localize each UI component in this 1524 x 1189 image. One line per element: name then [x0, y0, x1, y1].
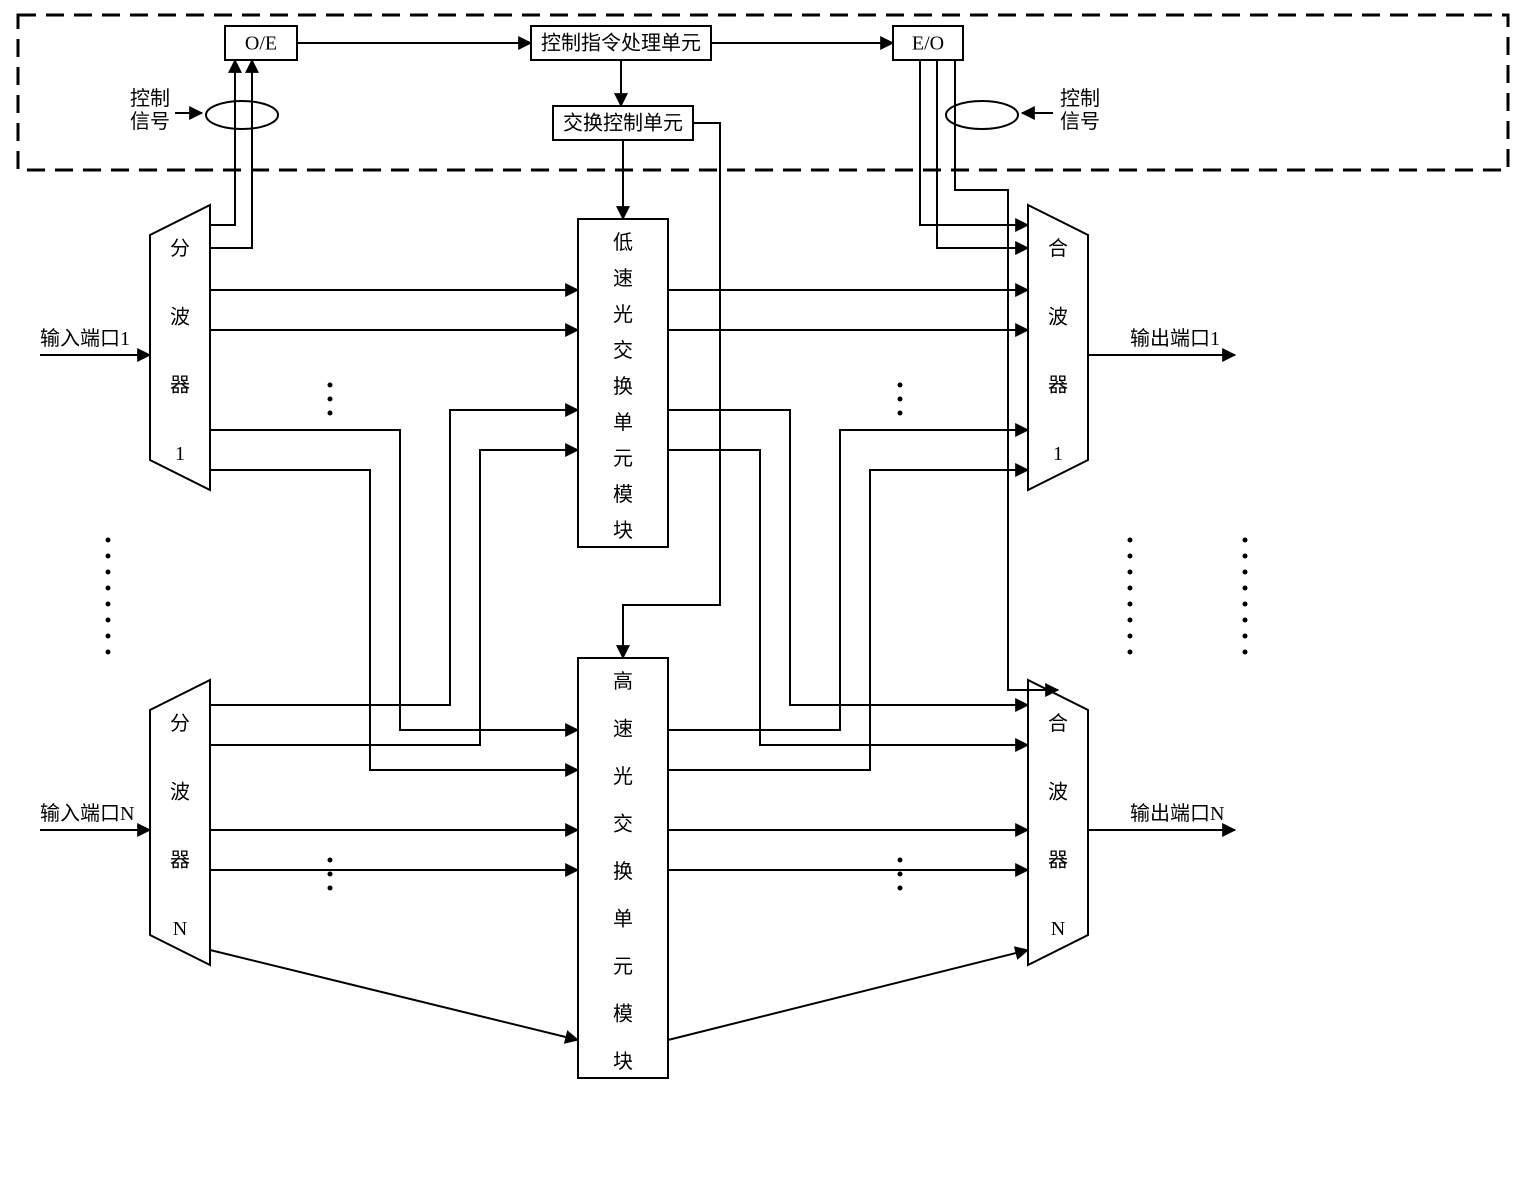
svg-text:波: 波: [170, 780, 190, 803]
svg-text:器: 器: [1048, 850, 1068, 872]
svg-text:分: 分: [170, 237, 190, 260]
svg-text:单: 单: [613, 908, 633, 931]
svg-text:N: N: [173, 918, 187, 940]
right-control-ellipse: [946, 101, 1018, 129]
svg-text:换: 换: [613, 860, 633, 883]
svg-text:器: 器: [1048, 375, 1068, 397]
svg-text:速: 速: [613, 718, 633, 741]
svg-text:波: 波: [1048, 780, 1068, 803]
svg-text:高: 高: [613, 670, 633, 693]
svg-text:输出端口1: 输出端口1: [1130, 327, 1220, 350]
svg-text:单: 单: [613, 411, 633, 434]
svg-text:低: 低: [613, 231, 633, 254]
svg-text:换: 换: [613, 375, 633, 398]
svg-text:合: 合: [1048, 712, 1068, 735]
left-control-ellipse: [206, 101, 278, 129]
svg-text:输出端口N: 输出端口N: [1130, 802, 1224, 825]
svg-text:分: 分: [170, 712, 190, 735]
svg-text:输入端口N: 输入端口N: [40, 802, 134, 825]
svg-text:模: 模: [613, 483, 633, 506]
svg-text:1: 1: [1053, 443, 1063, 465]
svg-text:元: 元: [613, 956, 633, 978]
svg-text:信号: 信号: [1060, 110, 1100, 133]
svg-text:器: 器: [170, 850, 190, 872]
svg-text:块: 块: [613, 519, 633, 542]
block-diagram: O/EE/O控制指令处理单元交换控制单元低速光交换单元模块高速光交换单元模块分波…: [0, 0, 1524, 1189]
svg-text:合: 合: [1048, 237, 1068, 260]
svg-text:器: 器: [170, 375, 190, 397]
svg-text:光: 光: [613, 303, 633, 326]
svg-text:控制: 控制: [130, 87, 170, 110]
svg-text:信号: 信号: [130, 110, 170, 133]
svg-text:元: 元: [613, 448, 633, 470]
svg-text:交换控制单元: 交换控制单元: [563, 112, 683, 135]
svg-text:光: 光: [613, 765, 633, 788]
svg-text:交: 交: [613, 813, 633, 836]
svg-text:交: 交: [613, 339, 633, 362]
svg-text:控制指令处理单元: 控制指令处理单元: [541, 32, 701, 55]
svg-text:1: 1: [175, 443, 185, 465]
svg-text:N: N: [1051, 918, 1065, 940]
svg-text:输入端口1: 输入端口1: [40, 327, 130, 350]
svg-text:控制: 控制: [1060, 87, 1100, 110]
svg-text:波: 波: [1048, 305, 1068, 328]
svg-text:波: 波: [170, 305, 190, 328]
svg-text:O/E: O/E: [245, 33, 277, 55]
control-region: [18, 15, 1508, 170]
svg-text:速: 速: [613, 267, 633, 290]
svg-text:E/O: E/O: [912, 33, 944, 55]
svg-text:块: 块: [613, 1050, 633, 1073]
svg-text:模: 模: [613, 1003, 633, 1026]
